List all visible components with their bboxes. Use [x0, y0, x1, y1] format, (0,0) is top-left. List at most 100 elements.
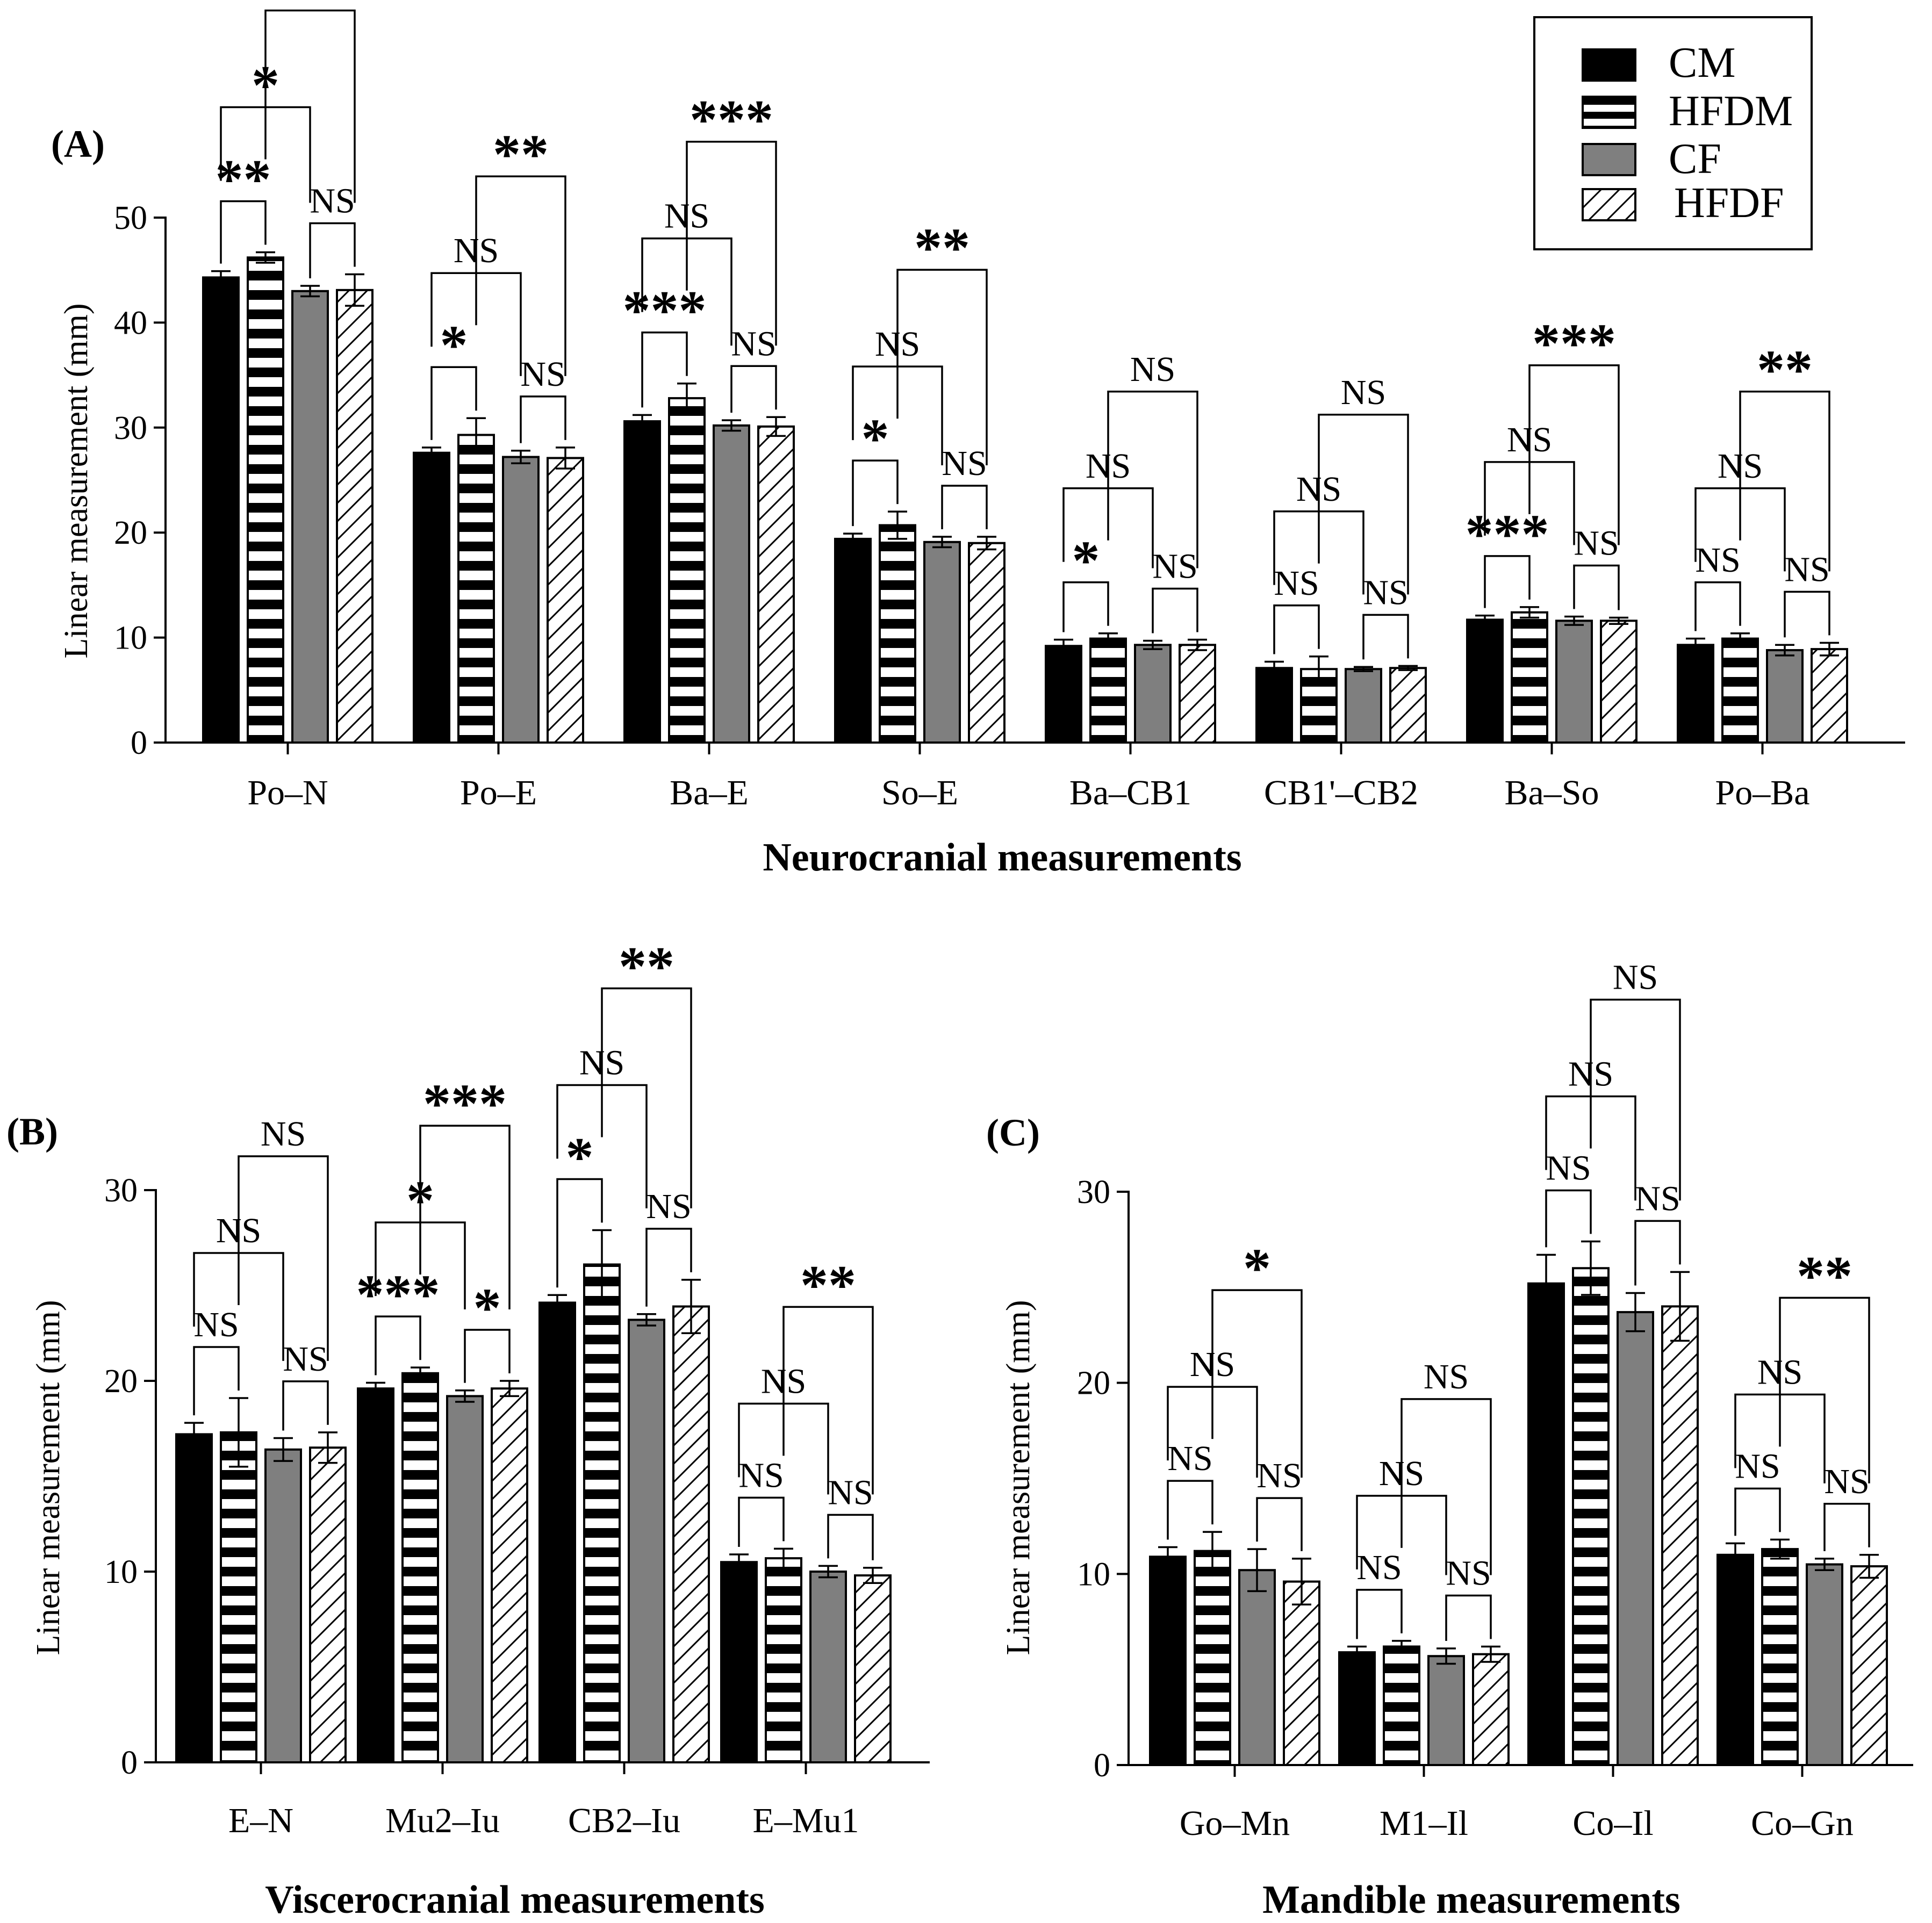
- significance-bracket: [1484, 555, 1531, 608]
- error-bar: [888, 510, 907, 540]
- significance-bracket: [782, 1306, 874, 1495]
- significance-ns: NS: [1152, 547, 1197, 586]
- x-category-label: Po–N: [247, 773, 328, 812]
- bar-hfdm: [1572, 1267, 1610, 1766]
- error-bar: [318, 1431, 337, 1464]
- panel-b-viscerocranial-chart: 0 10 20 30 Linear measurement (mm) Viscerocra…: [6, 936, 930, 1922]
- error-bar: [548, 1294, 567, 1312]
- y-axis-title: Linear measurement (mm): [30, 1300, 67, 1655]
- y-tick-label: 0: [1094, 1747, 1110, 1784]
- significance-ns: NS: [1363, 573, 1408, 612]
- significance-ns: NS: [1446, 1553, 1491, 1593]
- x-category-label: Co–Il: [1572, 1804, 1653, 1843]
- significance-bracket: [1273, 604, 1320, 654]
- significance-ns: NS: [646, 1187, 691, 1226]
- error-bar: [1820, 642, 1839, 657]
- error-bar: [1398, 665, 1418, 671]
- error-bar: [366, 1381, 385, 1395]
- significance-bracket: [852, 459, 899, 527]
- legend-swatch-hfdf: [1582, 188, 1636, 221]
- bar-hfdf: [1811, 648, 1848, 744]
- error-bar: [1158, 1546, 1177, 1567]
- error-bar: [1770, 1538, 1790, 1560]
- significance-ns: NS: [1167, 1439, 1212, 1478]
- error-bar: [843, 532, 863, 545]
- bar-hfdf: [1283, 1580, 1320, 1767]
- panel-label: (B): [6, 1110, 58, 1153]
- significance-bracket: [941, 485, 988, 530]
- significance-bracket: [1211, 1289, 1303, 1478]
- significance-bracket: [464, 1329, 511, 1383]
- significance-bracket: [641, 331, 688, 408]
- bar-hfdf: [336, 289, 374, 744]
- bar-cm: [413, 451, 450, 744]
- bar-cf: [1555, 620, 1593, 744]
- significance-bracket: [827, 1514, 874, 1560]
- error-bar: [1247, 1548, 1267, 1593]
- legend-swatch-cf: [1582, 143, 1636, 176]
- y-tick-label: 10: [1077, 1556, 1110, 1593]
- error-bar: [300, 285, 320, 298]
- bar-cf: [1238, 1569, 1276, 1766]
- error-bar: [1309, 656, 1328, 683]
- error-bar: [766, 416, 786, 437]
- significance-ns: NS: [1574, 524, 1619, 563]
- error-bar: [1143, 639, 1162, 650]
- bar-cm: [1045, 645, 1082, 744]
- y-tick-label: 20: [1077, 1365, 1110, 1402]
- bar-hfdf: [1850, 1565, 1888, 1767]
- bar-cm: [1716, 1553, 1754, 1766]
- bar-cm: [1149, 1555, 1187, 1766]
- bar-cf: [1766, 649, 1804, 744]
- error-bar: [722, 419, 741, 432]
- legend-label-cf: CF: [1669, 135, 1721, 183]
- legend-label-hfdf: HFDF: [1674, 179, 1784, 227]
- significance-bracket: [1545, 1189, 1592, 1248]
- significance-ns: NS: [1784, 550, 1829, 589]
- error-bar: [592, 1229, 612, 1300]
- error-bar: [511, 450, 530, 464]
- error-bar: [932, 536, 952, 549]
- significance-bracket: [1634, 1220, 1681, 1286]
- error-bar: [411, 1366, 430, 1380]
- x-axis-title: Mandible measurements: [1262, 1878, 1680, 1922]
- bar-hfdf: [1600, 620, 1637, 744]
- error-bar: [633, 414, 652, 429]
- significance-bracket: [686, 140, 777, 346]
- y-tick-label: 40: [114, 305, 147, 341]
- error-bar: [1609, 616, 1628, 625]
- significance-bracket: [1739, 391, 1830, 572]
- significance-bracket: [1445, 1594, 1492, 1641]
- y-tick-label: 10: [114, 620, 147, 657]
- significance-bracket: [375, 1315, 421, 1375]
- x-category-label: Po–Ba: [1715, 773, 1809, 812]
- bar-hfdm: [1761, 1548, 1799, 1766]
- significance-bracket: [1167, 1480, 1213, 1540]
- bar-cm: [623, 420, 661, 744]
- y-tick-label: 30: [1077, 1174, 1110, 1211]
- legend-label-cm: CM: [1669, 39, 1736, 87]
- significance-bracket: [1823, 1503, 1870, 1551]
- significance-bracket: [1528, 364, 1620, 545]
- error-bar: [1475, 614, 1495, 625]
- significance-bracket: [1573, 564, 1620, 610]
- x-category-label: Ba–CB1: [1069, 773, 1191, 812]
- error-bar: [1437, 1647, 1456, 1665]
- bar-cm: [1338, 1651, 1376, 1767]
- significance-bracket: [309, 222, 356, 279]
- significance-ns: NS: [1130, 350, 1175, 389]
- y-tick-label: 30: [104, 1172, 138, 1209]
- panel-label: (A): [51, 123, 105, 165]
- bar-hfdm: [457, 434, 495, 744]
- bar-hfdf: [757, 425, 795, 744]
- significance-stars: *: [473, 1277, 501, 1339]
- significance-bracket: [1362, 614, 1409, 660]
- significance-stars: *: [861, 408, 889, 470]
- bar-hfdf: [1179, 644, 1216, 744]
- significance-ns: NS: [1341, 373, 1386, 412]
- significance-bracket: [220, 200, 267, 264]
- legend-label-hfdm: HFDM: [1669, 88, 1793, 135]
- bar-cm: [1527, 1282, 1565, 1766]
- significance-bracket: [238, 1155, 329, 1361]
- bar-cm: [1677, 644, 1714, 744]
